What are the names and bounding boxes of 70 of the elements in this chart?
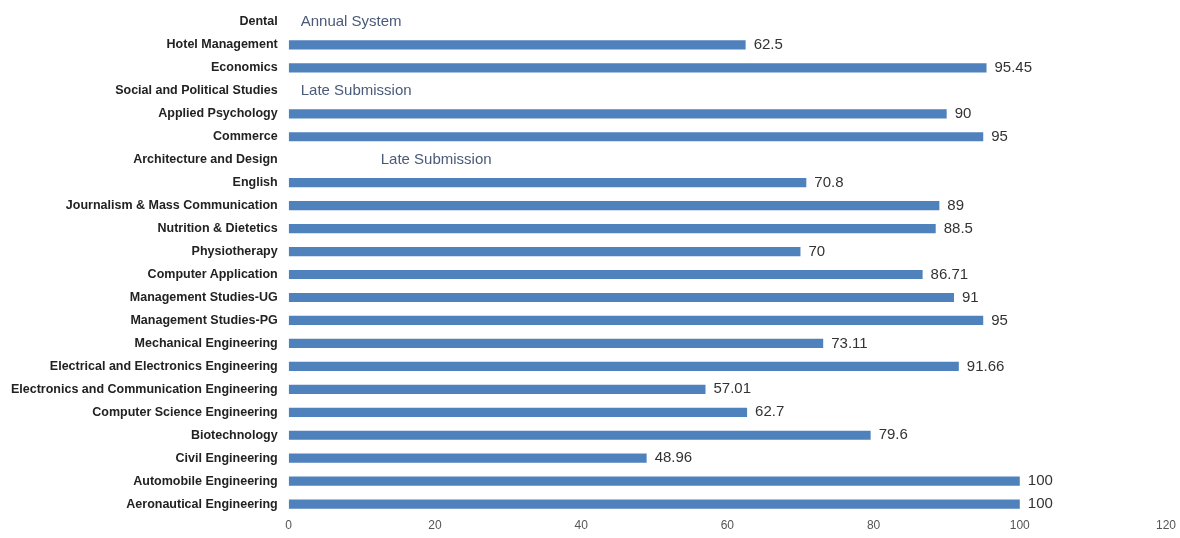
bar — [288, 224, 936, 234]
y-tick-label: Social and Political Studies — [115, 83, 278, 98]
annotation: Annual System — [300, 12, 402, 30]
annotation: Late Submission — [380, 149, 492, 167]
y-tick-label: Commerce — [213, 129, 278, 144]
data-label: 90 — [954, 103, 972, 121]
bar — [288, 476, 1020, 486]
y-tick-label: Management Studies-PG — [130, 312, 278, 327]
annotation: Late Submission — [300, 81, 412, 98]
y-tick-label: Electronics and Communication Engineering — [10, 381, 278, 396]
bar — [288, 338, 824, 348]
bar — [288, 132, 984, 142]
y-tick-label: Electrical and Electronics Engineering — [49, 358, 278, 373]
x-tick-label: 20 — [428, 518, 442, 533]
y-tick-label: Management Studies-UG — [129, 289, 278, 304]
bar — [288, 361, 959, 371]
y-tick-label: English — [232, 175, 278, 190]
y-tick-label: Journalism & Mass Communication — [65, 198, 278, 213]
data-label: 95 — [991, 310, 1008, 328]
bar — [288, 178, 807, 188]
y-tick-label: Computer Application — [147, 266, 278, 281]
bar — [288, 453, 647, 463]
bar — [288, 407, 748, 417]
data-label: 91 — [961, 287, 979, 305]
y-tick-label: Automobile Engineering — [133, 473, 278, 488]
data-label: 57.01 — [713, 379, 752, 397]
y-tick-label: Economics — [211, 60, 278, 75]
data-label: 70 — [808, 241, 826, 259]
y-tick-label: Aeronautical Engineering — [126, 496, 278, 511]
bar — [288, 499, 1020, 509]
bar — [288, 246, 801, 257]
data-label: 95.45 — [994, 58, 1033, 76]
y-tick-label: Biotechnology — [190, 427, 278, 442]
data-label: 62.7 — [755, 402, 785, 420]
data-label: 86.71 — [930, 264, 969, 282]
y-tick-label: Nutrition & Dietetics — [157, 221, 278, 236]
x-tick-label: 80 — [866, 518, 881, 533]
data-label: 89 — [947, 195, 965, 213]
y-tick-label: Mechanical Engineering — [134, 335, 278, 350]
y-tick-label: Civil Engineering — [175, 450, 278, 465]
y-tick-label: Computer Science Engineering — [92, 404, 278, 419]
bar — [288, 40, 746, 50]
data-label: 88.5 — [943, 218, 973, 236]
data-label: 91.66 — [966, 356, 1005, 374]
y-tick-label: Applied Psychology — [158, 106, 278, 121]
bar — [288, 269, 923, 280]
bar — [288, 384, 706, 394]
data-label: 48.96 — [654, 448, 693, 466]
x-tick-label: 60 — [720, 518, 735, 533]
y-tick-label: Dental — [239, 14, 278, 29]
bar — [288, 109, 947, 119]
bar — [288, 201, 940, 211]
x-tick-label: 100 — [1009, 518, 1031, 533]
data-label: 62.5 — [753, 35, 783, 53]
data-label: 79.6 — [878, 425, 908, 443]
y-tick-label: Physiotherapy — [191, 244, 278, 259]
bar — [288, 292, 954, 303]
x-tick-label: 40 — [574, 518, 589, 533]
data-label: 100 — [1027, 494, 1053, 512]
x-tick-label: 120 — [1155, 518, 1177, 533]
y-tick-label: Architecture and Design — [133, 152, 278, 167]
bar — [288, 315, 984, 326]
data-label: 95 — [991, 126, 1008, 144]
bar — [288, 430, 871, 440]
y-tick-label: Hotel Management — [166, 37, 279, 52]
data-label: 100 — [1027, 471, 1053, 489]
data-label: 73.11 — [831, 333, 868, 351]
x-tick-label: 0 — [285, 518, 293, 533]
data-label: 70.8 — [814, 172, 844, 190]
bar — [288, 63, 987, 73]
